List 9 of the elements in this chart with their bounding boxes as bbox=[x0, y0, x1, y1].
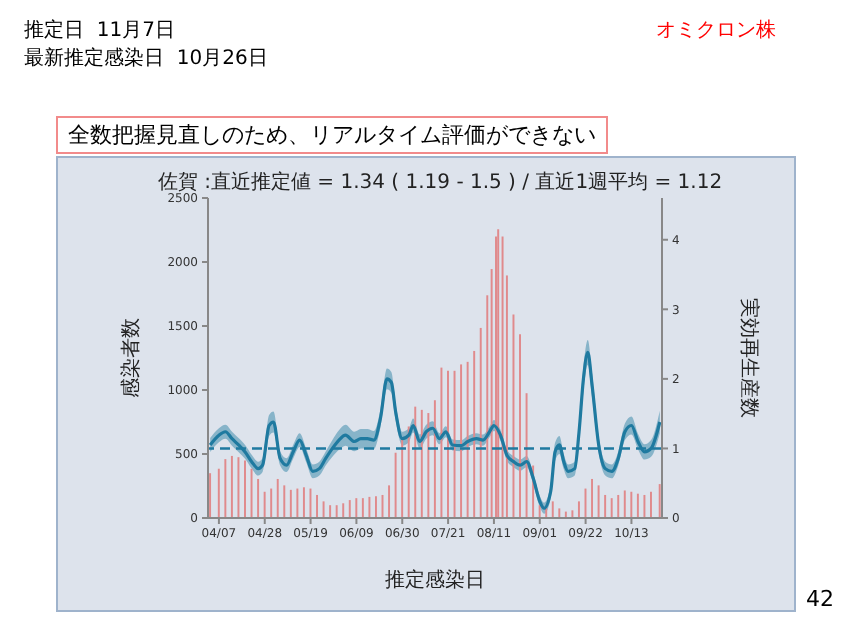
text: 推定日 11月7日 bbox=[24, 20, 175, 44]
chart-title: 佐賀 :直近推定値 = 1.34 ( 1.19 - 1.5 ) / 直近1週平均 = 1.12 bbox=[155, 169, 725, 194]
x-axis-title: 推定感染日 bbox=[385, 568, 485, 592]
text: オミクロン株 bbox=[656, 20, 776, 44]
y2-axis-title: 実効再生産数 bbox=[736, 298, 761, 418]
text: 最新推定感染日 10月26日 bbox=[24, 48, 268, 72]
y-axis-title: 感染者数 bbox=[119, 318, 144, 398]
text: 全数把握見直しのため、リアルタイム評価ができない bbox=[56, 116, 608, 155]
text: 42 bbox=[806, 586, 834, 613]
